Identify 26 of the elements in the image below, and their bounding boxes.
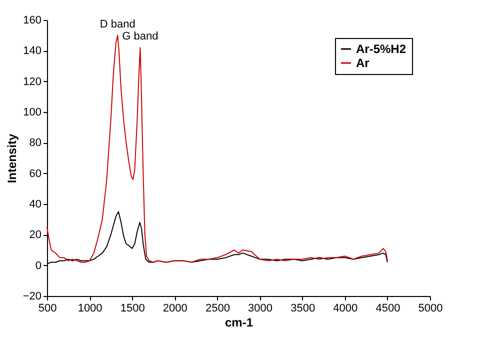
x-tick-label: 3500 [290,302,316,314]
y-tick-label: 160 [23,14,42,26]
x-tick-label: 1000 [78,302,102,314]
x-axis-title: cm-1 [224,316,254,330]
x-tick-label: 1500 [120,302,145,314]
y-tick-label: 140 [23,45,42,58]
x-tick-label: 3000 [248,302,273,314]
y-axis-title: Intensity [4,134,19,184]
y-tick-label: 120 [23,76,42,88]
y-tick-label: 100 [23,106,42,118]
y-tick-label: 20 [29,229,42,242]
x-tick-label: 4000 [333,302,358,314]
x-tick-label: 5000 [418,302,443,314]
x-tick-label: 500 [38,302,57,314]
y-tick-label: −20 [22,290,42,302]
x-tick-label: 2000 [162,302,188,314]
annotation: D band [100,18,136,30]
x-tick-label: 4500 [376,302,400,314]
x-tick-label: 2500 [205,302,230,314]
legend-label: Ar-5%H2 [356,42,406,56]
y-tick-label: 80 [29,137,42,150]
annotation: G band [122,30,158,43]
y-tick-label: 0 [35,260,42,272]
legend-label: Ar [356,56,370,70]
y-tick-label: 40 [29,198,42,210]
y-tick-label: 60 [29,168,42,180]
